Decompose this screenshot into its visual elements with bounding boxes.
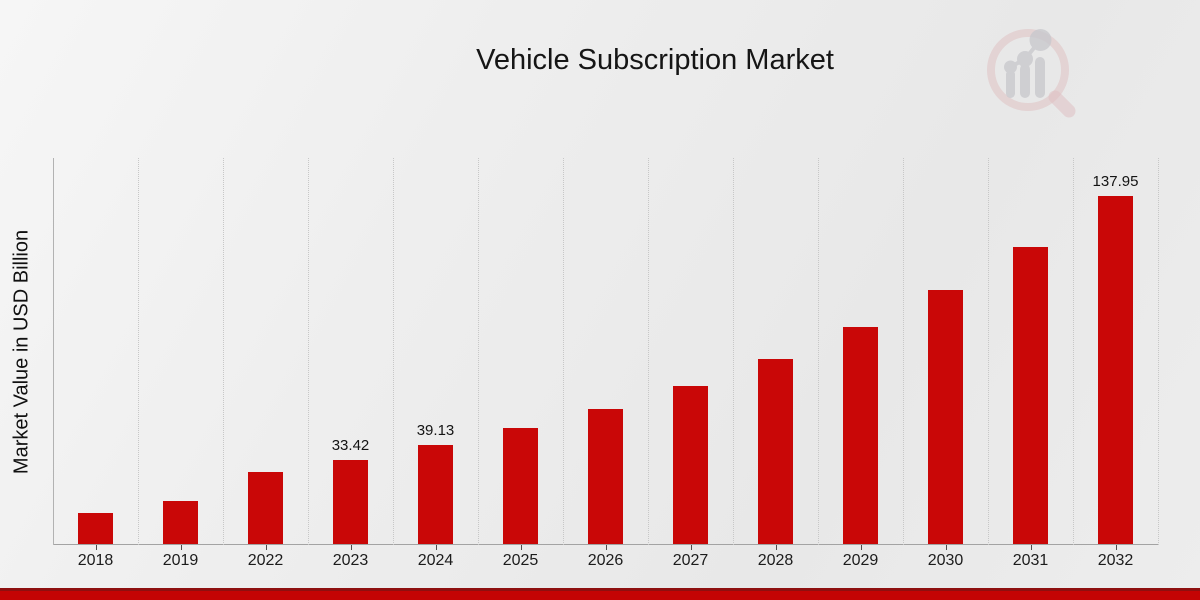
vertical-gridline bbox=[393, 158, 394, 545]
x-tick-label-2025: 2025 bbox=[502, 552, 539, 569]
x-tick-label-2018: 2018 bbox=[77, 552, 114, 569]
x-tick-label-2031: 2031 bbox=[1012, 552, 1049, 569]
x-tick-label-2032: 2032 bbox=[1097, 552, 1134, 569]
bar-2018 bbox=[78, 513, 113, 544]
magnifier-bar-chart-logo-watermark bbox=[968, 10, 1093, 130]
bar-2029 bbox=[843, 327, 878, 544]
vertical-gridline bbox=[563, 158, 564, 545]
vertical-gridline bbox=[648, 158, 649, 545]
vertical-gridline bbox=[223, 158, 224, 545]
vertical-gridline bbox=[903, 158, 904, 545]
x-axis-tick bbox=[775, 545, 777, 550]
bar-value-label-2024: 39.13 bbox=[416, 422, 455, 439]
bar-2023 bbox=[333, 460, 368, 544]
x-axis-tick bbox=[945, 545, 947, 550]
vertical-gridline bbox=[733, 158, 734, 545]
bar-2028 bbox=[758, 359, 793, 544]
magnifier-bar-chart-icon bbox=[987, 29, 1076, 118]
x-tick-label-2029: 2029 bbox=[842, 552, 879, 569]
vertical-gridline bbox=[1073, 158, 1074, 545]
x-tick-label-2024: 2024 bbox=[417, 552, 454, 569]
vertical-gridline bbox=[308, 158, 309, 545]
x-axis-tick bbox=[435, 545, 437, 550]
vertical-gridline bbox=[1158, 158, 1159, 545]
x-tick-label-2022: 2022 bbox=[247, 552, 284, 569]
vertical-gridline bbox=[138, 158, 139, 545]
x-tick-label-2023: 2023 bbox=[332, 552, 369, 569]
chart-title: Vehicle Subscription Market bbox=[476, 44, 834, 76]
x-axis-tick bbox=[690, 545, 692, 550]
vertical-gridline bbox=[818, 158, 819, 545]
bar-2030 bbox=[928, 290, 963, 544]
bar-2022 bbox=[248, 472, 283, 544]
vertical-gridline bbox=[988, 158, 989, 545]
footer-accent-bar bbox=[0, 588, 1200, 600]
x-axis-line bbox=[53, 544, 1159, 545]
x-tick-label-2019: 2019 bbox=[162, 552, 199, 569]
bar-2024 bbox=[418, 445, 453, 544]
x-axis-tick bbox=[520, 545, 522, 550]
bar-2031 bbox=[1013, 247, 1048, 544]
y-axis-line bbox=[53, 158, 54, 545]
bar-2032 bbox=[1098, 196, 1133, 544]
bar-2026 bbox=[588, 409, 623, 544]
bar-value-label-2032: 137.95 bbox=[1092, 173, 1139, 190]
x-tick-label-2026: 2026 bbox=[587, 552, 624, 569]
x-axis-tick bbox=[1030, 545, 1032, 550]
bar-value-label-2023: 33.42 bbox=[331, 437, 370, 454]
x-axis-tick bbox=[265, 545, 267, 550]
vertical-gridline bbox=[478, 158, 479, 545]
bar-2019 bbox=[163, 501, 198, 544]
x-axis-tick bbox=[180, 545, 182, 550]
x-axis-tick bbox=[1115, 545, 1117, 550]
bar-2025 bbox=[503, 428, 538, 544]
bar-2027 bbox=[673, 386, 708, 544]
x-tick-label-2030: 2030 bbox=[927, 552, 964, 569]
x-tick-label-2028: 2028 bbox=[757, 552, 794, 569]
x-axis-tick bbox=[95, 545, 97, 550]
x-tick-label-2027: 2027 bbox=[672, 552, 709, 569]
x-axis-tick bbox=[860, 545, 862, 550]
x-axis-tick bbox=[605, 545, 607, 550]
x-axis-tick bbox=[350, 545, 352, 550]
